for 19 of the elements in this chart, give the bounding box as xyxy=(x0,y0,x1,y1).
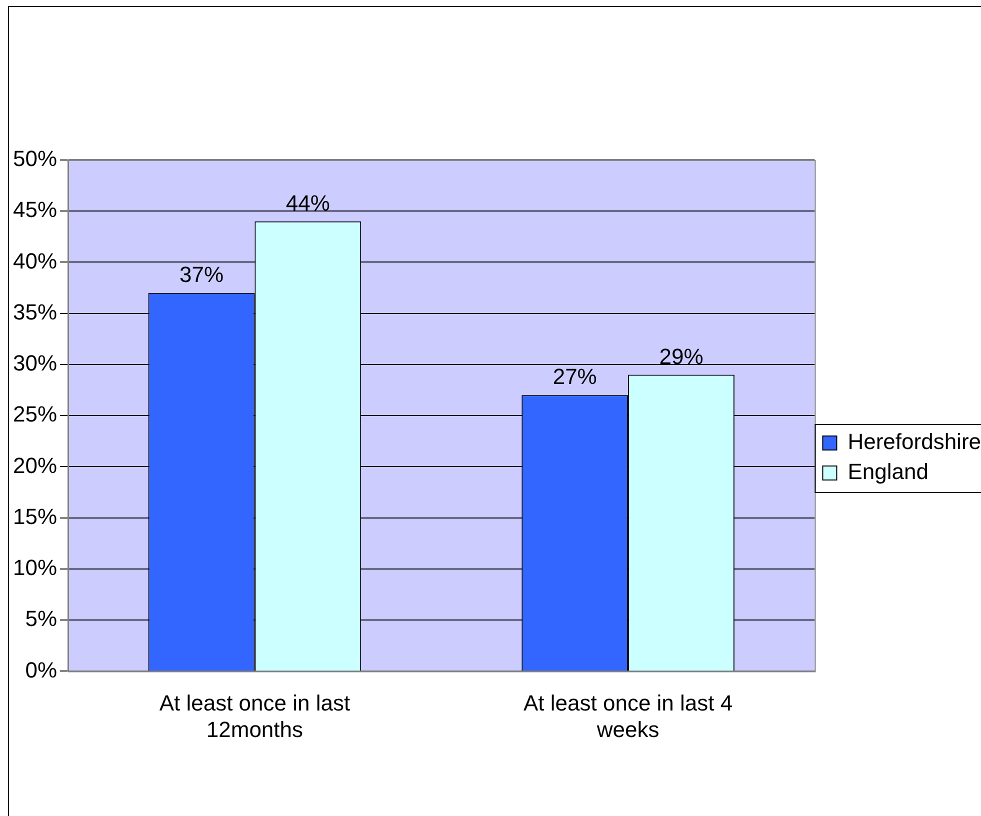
y-tick-label: 25% xyxy=(12,402,58,427)
text: 37% xyxy=(179,262,224,287)
legend-label: England xyxy=(848,459,928,484)
x-tick-label: At least once in last 12months xyxy=(159,690,350,742)
y-tick-label: 40% xyxy=(12,248,58,274)
y-tick-label: 5% xyxy=(25,606,58,632)
y-tick-label: 15% xyxy=(12,504,58,529)
y-tick-label: 20% xyxy=(12,452,58,478)
y-tick-label: 30% xyxy=(12,350,58,376)
x-tick-label: At least once in last 4 weeks xyxy=(523,690,733,742)
y-tick-label: 50% xyxy=(12,146,58,172)
text: 44% xyxy=(286,190,330,216)
y-tick-label: 0% xyxy=(25,657,58,682)
y-tick-label: 45% xyxy=(12,197,58,222)
y-tick-label: 10% xyxy=(12,555,58,580)
legend-label: Herefordshire xyxy=(848,429,981,454)
text: 29% xyxy=(659,344,704,369)
text: 27% xyxy=(552,364,597,390)
y-tick-label: 35% xyxy=(12,299,58,324)
